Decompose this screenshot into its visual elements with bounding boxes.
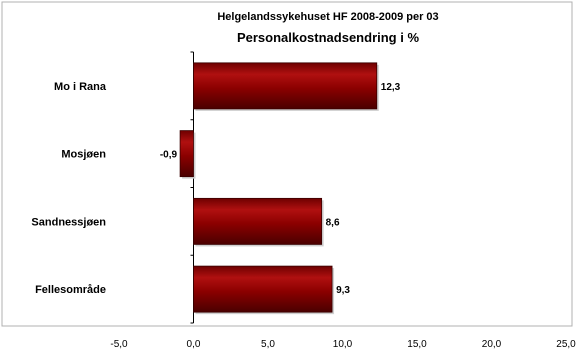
x-tick-label: -5,0 (110, 339, 128, 350)
x-tick-label: 25,0 (556, 339, 576, 350)
bar (193, 265, 333, 313)
x-tick-label: 10,0 (333, 339, 353, 350)
data-label: 9,3 (336, 285, 350, 296)
x-tick-label: 0,0 (187, 339, 201, 350)
bar (193, 62, 378, 110)
data-label: 8,6 (326, 217, 340, 228)
bar (193, 197, 323, 245)
data-label: 12,3 (381, 82, 401, 93)
x-tick-label: 15,0 (407, 339, 427, 350)
category-label: Fellesområde (35, 284, 106, 296)
plot-area: Mo i Rana 12,3 Mosjøen -0,9 Sandnessjøen 8,6 F… (31, 51, 576, 350)
category-label: Mosjøen (61, 149, 106, 161)
category-label: Mo i Rana (54, 81, 107, 93)
chart-subtitle: Personalkostnadsendring i % (237, 30, 419, 45)
data-label: -0,9 (160, 150, 178, 161)
x-tick-label: 20,0 (482, 339, 502, 350)
x-tick-label: 5,0 (261, 339, 275, 350)
chart-title: Helgelandssykehuset HF 2008-2009 per 03 (217, 11, 438, 23)
category-label: Sandnessjøen (31, 216, 106, 228)
bar (179, 130, 194, 178)
